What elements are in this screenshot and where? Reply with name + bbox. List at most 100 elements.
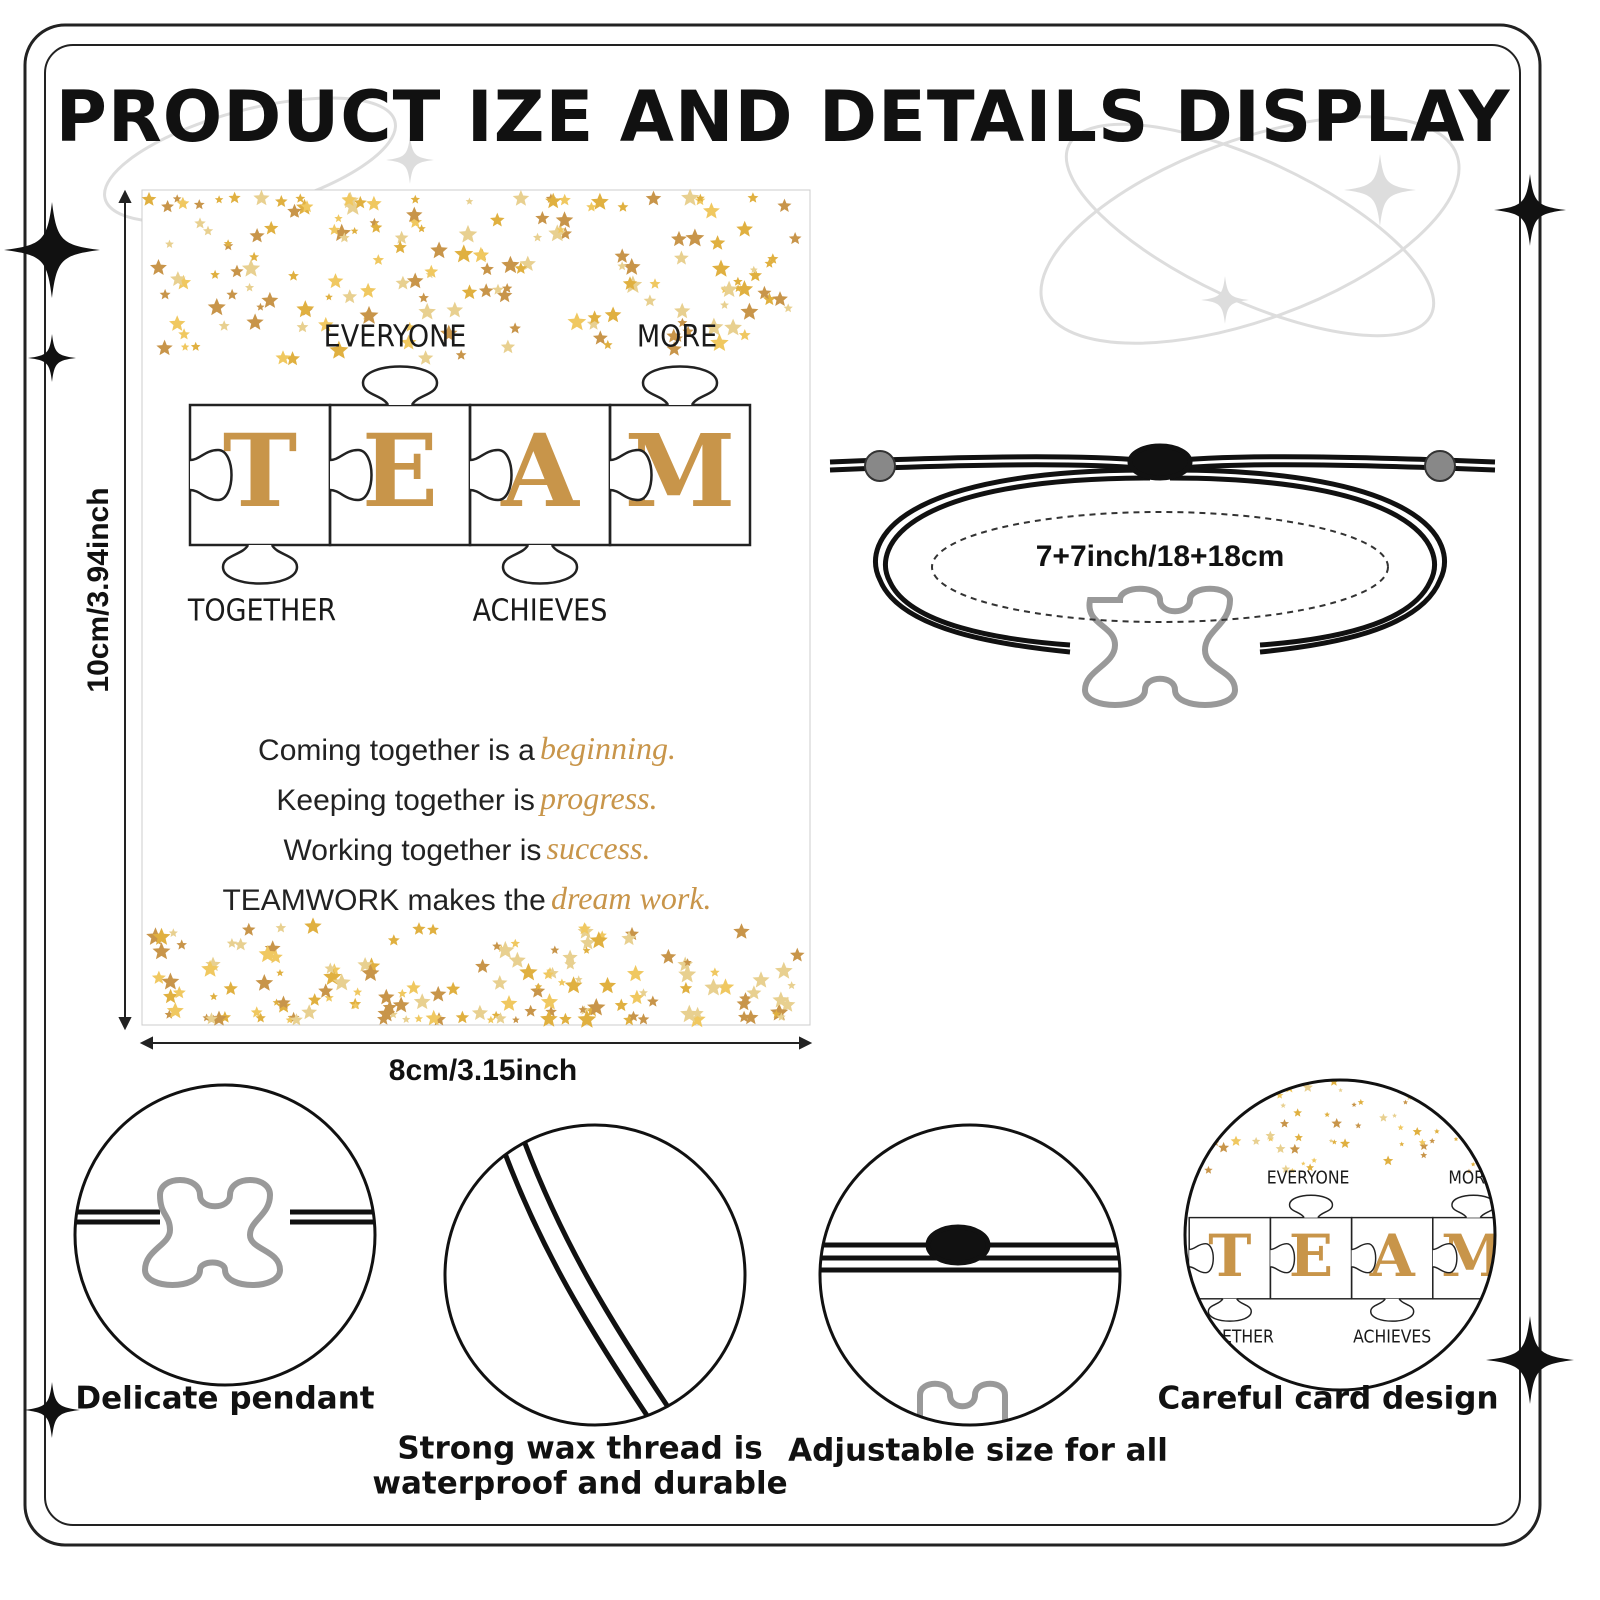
star	[1289, 1167, 1296, 1174]
star	[1328, 1138, 1334, 1143]
star	[1189, 1090, 1199, 1099]
star	[587, 998, 606, 1016]
puzzle-label: TOGETHER	[187, 594, 336, 629]
star	[226, 288, 238, 300]
star	[533, 232, 543, 242]
star	[430, 241, 448, 259]
star	[1472, 1112, 1478, 1118]
star	[418, 350, 434, 365]
star	[1267, 1135, 1274, 1142]
star	[623, 1013, 636, 1026]
star	[1279, 1118, 1290, 1128]
star	[710, 967, 720, 977]
star	[285, 351, 300, 366]
star	[1480, 1067, 1486, 1073]
star	[496, 287, 513, 303]
star	[1410, 1080, 1416, 1081]
star	[1286, 1070, 1291, 1074]
star	[414, 1014, 423, 1023]
star	[446, 981, 461, 996]
star	[514, 261, 528, 274]
line-text: Coming together is a	[258, 734, 535, 767]
star	[324, 992, 334, 1002]
star	[480, 262, 494, 276]
star	[614, 248, 630, 263]
star	[359, 305, 379, 324]
star	[685, 228, 705, 247]
star	[509, 951, 526, 968]
star	[300, 200, 314, 213]
star	[1460, 1111, 1470, 1121]
star	[372, 254, 384, 265]
star	[645, 190, 662, 206]
puzzle-notch	[1432, 1242, 1458, 1274]
star	[454, 244, 474, 263]
star	[678, 965, 697, 983]
star	[378, 988, 395, 1005]
card-line: TEAMWORK makes the dream work.	[222, 880, 711, 917]
star	[342, 289, 358, 304]
star	[406, 206, 423, 223]
star	[1240, 1072, 1247, 1079]
star	[1302, 1081, 1313, 1092]
star	[587, 310, 602, 324]
star	[397, 988, 407, 998]
star	[1451, 1080, 1462, 1089]
star	[688, 1010, 706, 1028]
star	[1262, 1073, 1269, 1079]
puzzle-label: EVERYONE	[1267, 1169, 1350, 1189]
star	[767, 253, 779, 264]
star	[614, 998, 628, 1012]
star	[548, 224, 567, 242]
star	[170, 271, 186, 286]
star	[559, 1012, 572, 1025]
star	[387, 934, 400, 946]
star	[1274, 1080, 1282, 1085]
star	[578, 1005, 588, 1014]
star	[666, 328, 682, 343]
puzzle-notch	[1189, 1242, 1214, 1274]
feature-caption: Delicate pendant	[75, 1381, 374, 1417]
star	[647, 995, 659, 1007]
star	[639, 988, 648, 997]
star	[592, 330, 608, 345]
star	[1470, 1161, 1476, 1167]
star	[1331, 1139, 1338, 1145]
star	[207, 298, 226, 316]
star	[500, 339, 516, 354]
star	[369, 217, 380, 228]
star	[382, 1000, 397, 1014]
star	[682, 325, 694, 337]
team-letter: A	[500, 412, 580, 530]
line-accent: progress.	[538, 780, 658, 816]
star	[255, 974, 274, 991]
star	[510, 938, 520, 948]
team-letter: E	[362, 412, 438, 530]
star	[599, 976, 617, 994]
puzzle-notch	[609, 448, 653, 502]
star	[720, 300, 729, 309]
star	[1275, 1091, 1284, 1099]
star	[1466, 1168, 1472, 1174]
star	[465, 197, 474, 205]
bracelet-size: 7+7inch/18+18cm	[1036, 540, 1285, 573]
star	[1473, 1085, 1483, 1095]
knot-detail	[820, 1224, 1120, 1420]
star	[558, 193, 571, 206]
star	[500, 995, 518, 1011]
star	[1324, 1069, 1329, 1074]
star	[545, 192, 562, 209]
bracelet	[829, 443, 1496, 708]
star	[458, 224, 478, 243]
star	[1503, 1120, 1509, 1126]
star	[163, 988, 179, 1004]
star	[1316, 1068, 1325, 1077]
star	[353, 987, 363, 996]
star	[234, 937, 248, 951]
star	[724, 318, 742, 336]
star	[1192, 1080, 1200, 1084]
star	[253, 189, 270, 206]
star	[710, 333, 729, 351]
star	[762, 292, 776, 306]
star	[683, 958, 692, 967]
